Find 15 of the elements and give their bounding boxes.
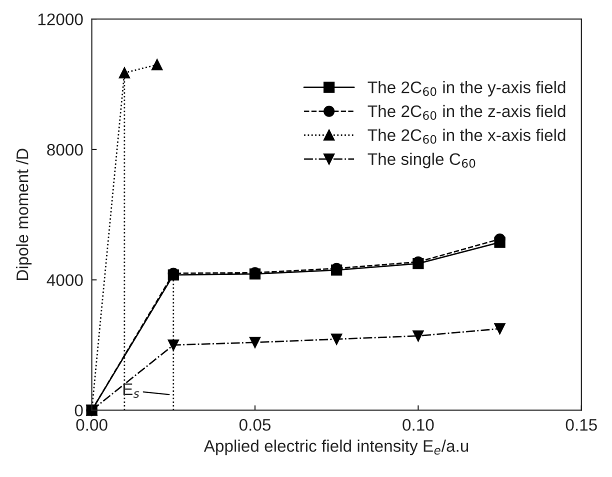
legend-label: The 2C$_{60}$ in the x-axis field bbox=[368, 128, 566, 144]
y-tick-label: 4000 bbox=[46, 274, 83, 286]
y-tick-label: 8000 bbox=[47, 144, 83, 156]
legend-label: The 2C$_{60}$ in the y-axis field bbox=[368, 81, 566, 97]
x-tick-label: 0.00 bbox=[76, 418, 108, 431]
x-tick-label: 0.10 bbox=[402, 418, 434, 431]
x-tick-label: 0.05 bbox=[239, 418, 271, 431]
annotation: E$_{s}$ bbox=[123, 384, 140, 398]
legend-label: The single C$_{60}$ bbox=[368, 152, 476, 168]
x-axis-title: Applied electric field intensity E$_{e}$/a.u bbox=[204, 440, 468, 456]
legend-label: The 2C$_{60}$ in the z-axis field bbox=[368, 104, 566, 120]
y-tick-label: 0 bbox=[74, 404, 83, 416]
x-tick-label: 0.15 bbox=[566, 418, 597, 431]
y-axis-title: Dipole moment /D bbox=[16, 148, 32, 280]
y-tick-label: 12000 bbox=[38, 13, 83, 26]
